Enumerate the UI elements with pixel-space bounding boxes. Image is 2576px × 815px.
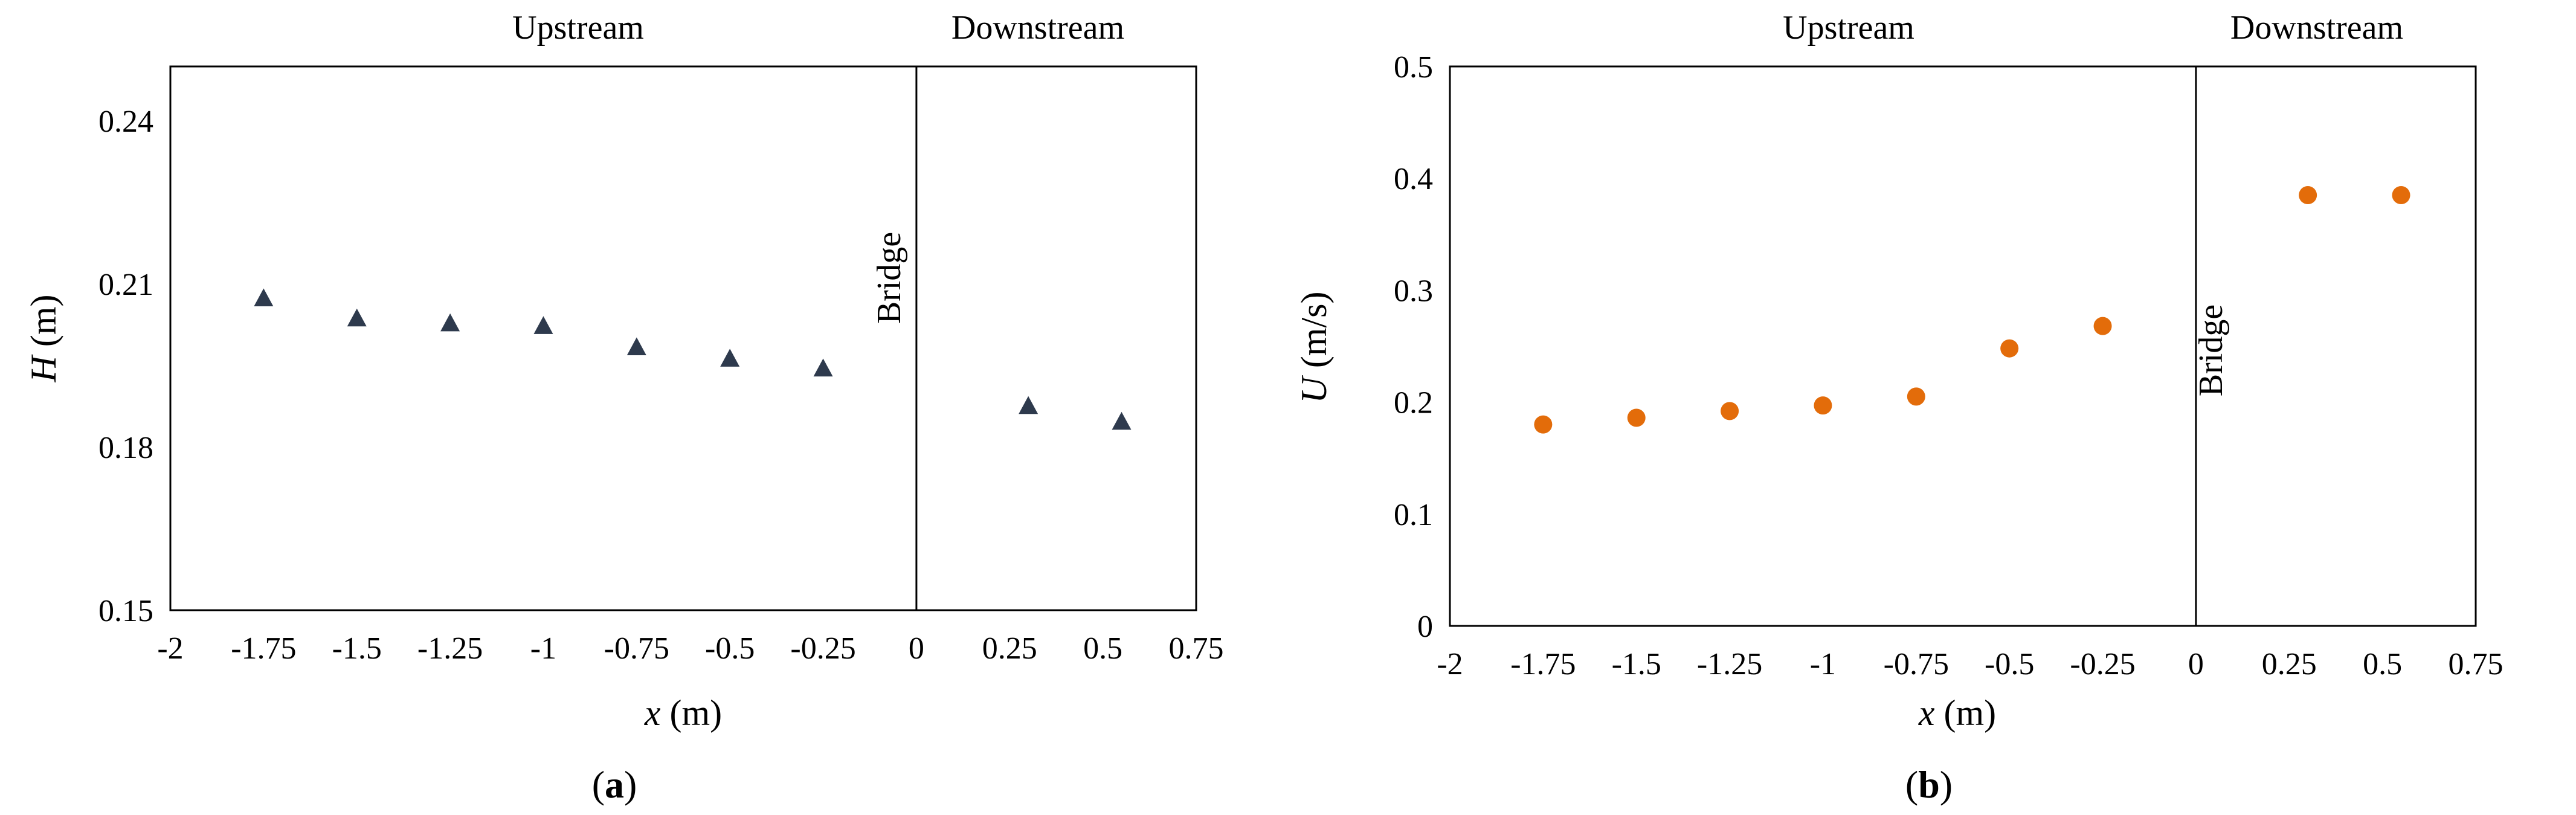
panel-a-y-tick-label: 0.24 <box>98 105 153 139</box>
panel-b-x-tick-label: 0.75 <box>2449 647 2504 681</box>
panel-a-x-tick-label: -0.5 <box>705 631 755 666</box>
panel-a-data-point <box>347 308 367 327</box>
panel-a-data-point <box>1019 396 1038 414</box>
panel-b-data-point <box>2299 185 2317 204</box>
panel-a-data-point <box>440 313 460 332</box>
panel-a-bridge-label: Bridge <box>871 232 908 324</box>
panel-a-x-tick-label: 0 <box>909 631 924 666</box>
panel-b-y-ticks: 0 0.1 0.2 0.3 0.4 0.5 <box>1394 50 1433 644</box>
panel-b-data-point <box>2093 317 2112 335</box>
panel-a-upstream-label: Upstream <box>512 9 644 47</box>
panel-a-x-tick-label: -1.25 <box>417 631 483 666</box>
panel-b-data-point <box>2392 185 2410 204</box>
panel-b-y-tick-label: 0 <box>1417 610 1433 644</box>
panel-b-y-tick-label: 0.2 <box>1394 386 1433 420</box>
panel-a-height-chart: 0.15 0.18 0.21 0.24 -2 -1.75 -1.5 -1.25 -1 -0.75… <box>24 9 1224 806</box>
panel-b-x-tick-label: -2 <box>1437 647 1463 681</box>
panel-b-x-tick-label: -1.75 <box>1510 647 1576 681</box>
panel-b-x-tick-label: 0.25 <box>2262 647 2317 681</box>
panel-b-y-tick-label: 0.3 <box>1394 274 1433 308</box>
panel-a-label: (a) <box>592 763 637 806</box>
panel-b-downstream-label: Downstream <box>2230 9 2403 47</box>
panel-a-data-point <box>813 358 833 377</box>
panel-a-y-tick-label: 0.18 <box>98 431 153 465</box>
panel-b-data-point <box>1534 415 1553 434</box>
panel-a-y-axis-title: H (m) <box>24 295 63 383</box>
panel-b-x-tick-label: -1.5 <box>1612 647 1661 681</box>
panel-a-x-tick-label: -1 <box>530 631 556 666</box>
panel-a-downstream-label: Downstream <box>952 9 1124 47</box>
panel-a-y-tick-label: 0.21 <box>98 268 153 302</box>
panel-a-data-point <box>254 288 274 306</box>
panel-b-x-tick-label: 0 <box>2188 647 2204 681</box>
panel-b-data-point <box>1907 387 1925 406</box>
panel-b-y-tick-label: 0.4 <box>1394 162 1433 196</box>
panel-a-plot-area <box>169 65 1197 611</box>
panel-a-x-tick-label: -0.75 <box>604 631 669 666</box>
panel-b-velocity-chart: 0 0.1 0.2 0.3 0.4 0.5 -2 -1.75 -1.5 -1.25 -1 -0.75… <box>1294 9 2504 806</box>
panel-b-x-tick-label: -1 <box>1810 647 1836 681</box>
panel-b-x-tick-label: -0.5 <box>1985 647 2034 681</box>
panel-a-data-point <box>533 316 553 334</box>
panel-a-data-points <box>254 288 1132 430</box>
panel-b-bridge-label: Bridge <box>2192 304 2230 396</box>
panel-b-x-axis-title: x (m) <box>1918 693 1996 733</box>
panel-a-x-tick-label: 0.75 <box>1169 631 1224 666</box>
panel-b-x-tick-label: -1.25 <box>1697 647 1762 681</box>
panel-b-upstream-label: Upstream <box>1783 9 1914 47</box>
panel-a-x-ticks: -2 -1.75 -1.5 -1.25 -1 -0.75 -0.5 -0.25 0 0.25 0.5… <box>157 631 1223 666</box>
panel-a-x-tick-label: -2 <box>157 631 183 666</box>
panel-a-x-tick-label: 0.5 <box>1083 631 1122 666</box>
panel-b-x-tick-label: -0.25 <box>2070 647 2135 681</box>
panel-a-x-tick-label: -1.75 <box>231 631 296 666</box>
panel-b-x-tick-label: 0.5 <box>2363 647 2402 681</box>
panel-b-x-ticks: -2 -1.75 -1.5 -1.25 -1 -0.75 -0.5 -0.25 0 0.25 0.5… <box>1437 647 2503 681</box>
panel-a-data-point <box>626 337 646 355</box>
panel-b-plot-area <box>1449 65 2477 627</box>
panel-b-data-points <box>1534 185 2410 434</box>
panel-b-label: (b) <box>1905 763 1953 806</box>
panel-b-data-point <box>1721 402 1739 420</box>
panel-a-y-tick-label: 0.15 <box>98 594 153 628</box>
panel-b-y-axis-title: U (m/s) <box>1294 292 1334 404</box>
panel-a-y-ticks: 0.15 0.18 0.21 0.24 <box>98 105 153 628</box>
panel-a-x-tick-label: -1.5 <box>332 631 382 666</box>
panel-a-x-axis-title: x (m) <box>644 693 722 733</box>
panel-b-y-tick-label: 0.5 <box>1394 50 1433 85</box>
panel-b-data-point <box>2000 339 2019 358</box>
panel-a-x-tick-label: 0.25 <box>982 631 1037 666</box>
panel-a-data-point <box>720 349 740 367</box>
panel-b-y-tick-label: 0.1 <box>1394 498 1433 532</box>
panel-b-data-point <box>1627 408 1646 427</box>
panel-b-x-tick-label: -0.75 <box>1884 647 1949 681</box>
panel-a-data-point <box>1112 411 1132 430</box>
panel-a-x-tick-label: -0.25 <box>790 631 855 666</box>
panel-b-data-point <box>1814 396 1832 415</box>
